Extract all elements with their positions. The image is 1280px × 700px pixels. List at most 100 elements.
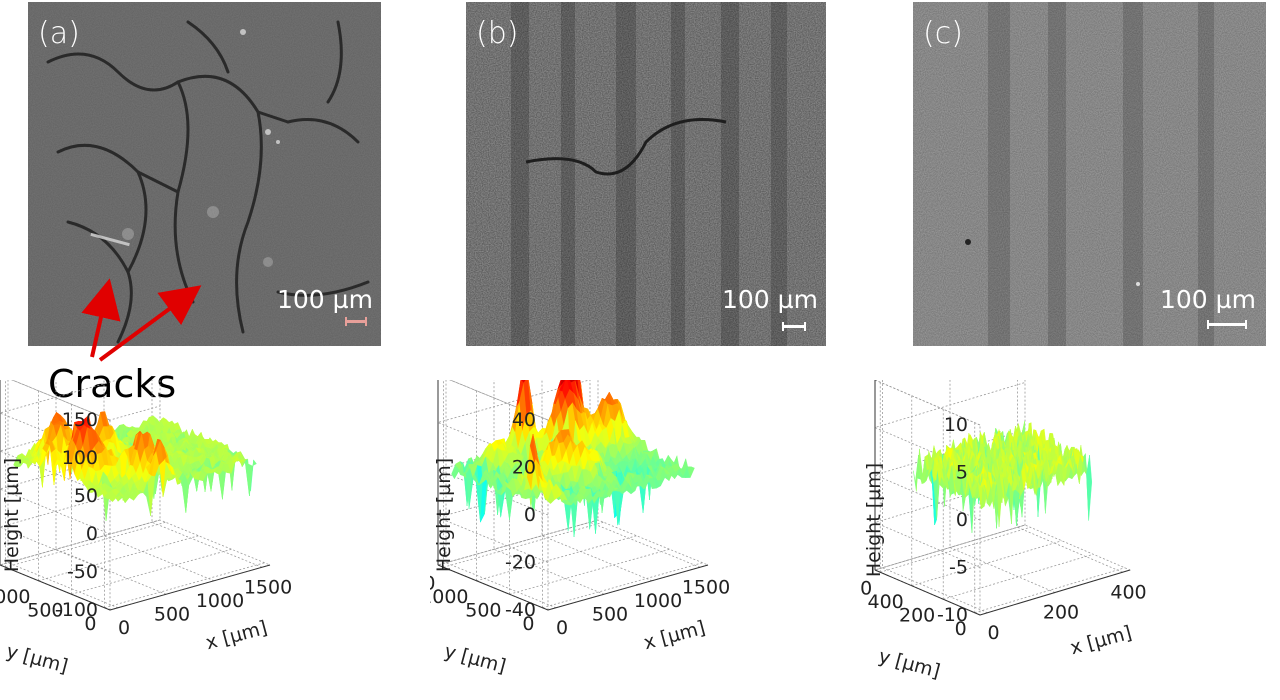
y-tick-label: 500 — [27, 599, 63, 621]
y-tick-label: 0 — [955, 618, 967, 640]
x-gridline — [151, 332, 263, 568]
scale-label-b: 100 µm — [722, 285, 818, 314]
y-axis-line — [0, 564, 111, 611]
crack-arrow-2 — [98, 285, 202, 362]
micrograph-a-texture — [28, 2, 381, 346]
x-axis-line — [979, 569, 1131, 616]
z-tick-label: 0 — [86, 523, 98, 545]
axes — [437, 375, 709, 611]
x-gridline — [949, 357, 1056, 593]
z-gridline — [436, 377, 599, 468]
crack-arrows — [81, 278, 202, 362]
x-tick-label: 0 — [987, 622, 999, 644]
y-tick-label: 400 — [867, 591, 903, 613]
surface-plot-a: 150100500-50-100050010001500150010005000… — [0, 329, 420, 695]
x-tick-label: 1500 — [682, 576, 730, 598]
z-gridline — [0, 367, 161, 459]
z-axis-label: Height [µm] — [1, 458, 23, 572]
z-tick-label: -50 — [67, 561, 98, 583]
x-axis-label: x [µm] — [641, 617, 707, 654]
y-tick-label: 1000 — [430, 586, 469, 608]
x-gridline — [1017, 337, 1123, 573]
scale-bar-b — [782, 322, 806, 331]
z-gridline — [0, 519, 161, 611]
x-tick-label: 500 — [154, 603, 190, 625]
surface-plot-b-svg: 40200-20-40050010001500150010005000Heigh… — [387, 329, 730, 678]
z-tick-label: 50 — [74, 485, 98, 507]
x-tick-label: 1500 — [244, 576, 292, 598]
y-tick-label: 0 — [84, 613, 96, 635]
micrograph-c: (c) 100 µm — [913, 2, 1266, 346]
z-tick-label: -20 — [505, 552, 536, 574]
panel-label-a: (a) — [38, 16, 80, 51]
z-tick-label: 10 — [944, 414, 968, 436]
x-tick-label: 0 — [118, 617, 130, 639]
x-tick-label: 400 — [1110, 581, 1146, 603]
surface-patch — [249, 459, 257, 497]
x-tick-label: 1000 — [196, 590, 244, 612]
y-axis-label: y [µm] — [442, 640, 508, 677]
z-tick-label: 0 — [524, 504, 536, 526]
crack-arrow-1 — [81, 278, 121, 358]
y-gridline — [38, 535, 199, 582]
z-tick-label: 100 — [62, 447, 98, 469]
x-axis-line — [109, 564, 271, 611]
z-tick-label: 20 — [512, 457, 536, 479]
surface — [913, 421, 1093, 533]
panel-label-c: (c) — [923, 16, 963, 51]
y-gridline — [476, 535, 637, 582]
z-tick-label: 0 — [956, 509, 968, 531]
surface — [13, 411, 257, 521]
surface-plot-b: 40200-20-40050010001500150010005000Heigh… — [387, 329, 850, 695]
y-axis-label: y [µm] — [876, 645, 942, 682]
surface-plot-a-svg: 150100500-50-100050010001500150010005000… — [0, 329, 292, 678]
micrograph-a: (a) 100 µm — [28, 2, 381, 346]
z-axis-label: Height [µm] — [433, 458, 455, 572]
z-tick-label: -40 — [505, 599, 536, 621]
z-tick-label: -10 — [937, 604, 968, 626]
x-gridline — [103, 345, 215, 582]
x-tick-label: 200 — [1043, 602, 1079, 624]
x-gridline — [493, 359, 605, 595]
cracks-label: Cracks — [48, 362, 177, 406]
micrograph-c-texture — [913, 2, 1266, 346]
y-tick-label: 1000 — [0, 586, 31, 608]
micrograph-b-texture — [466, 2, 826, 346]
scale-label-c: 100 µm — [1160, 285, 1256, 314]
z-tick-label: -100 — [55, 599, 98, 621]
z-tick-label: -5 — [949, 557, 968, 579]
x-tick-label: 500 — [592, 603, 628, 625]
y-tick-label: 200 — [899, 604, 935, 626]
axes — [0, 375, 271, 611]
scale-label-a: 100 µm — [277, 285, 373, 314]
x-tick-label: 0 — [556, 617, 568, 639]
micrograph-b: (b) 100 µm — [466, 2, 826, 346]
x-axis-line — [547, 564, 709, 611]
x-gridline — [882, 377, 988, 614]
scale-bar-a — [345, 317, 367, 326]
surface-patch — [687, 466, 695, 479]
z-tick-label: 40 — [512, 409, 536, 431]
y-axis-line — [437, 564, 549, 611]
y-axis-label: y [µm] — [4, 640, 70, 677]
y-axis-line — [874, 569, 981, 616]
x-gridline — [445, 372, 557, 609]
axes — [874, 380, 1131, 616]
x-tick-label: 1000 — [634, 590, 682, 612]
x-axis-label: x [µm] — [203, 617, 269, 654]
z-axis-label: Height [µm] — [863, 463, 885, 577]
z-tick-label: 150 — [62, 409, 98, 431]
surface — [451, 357, 695, 538]
z-tick-label: 5 — [956, 462, 968, 484]
y-tick-label: 0 — [522, 613, 534, 635]
x-gridline — [589, 332, 701, 568]
panel-label-b: (b) — [476, 16, 519, 51]
surface-patch — [1086, 454, 1093, 521]
scale-bar-c — [1207, 320, 1247, 329]
x-axis-label: x [µm] — [1068, 622, 1134, 659]
x-gridline — [541, 345, 653, 582]
z-gridline — [436, 519, 599, 611]
x-gridline — [7, 372, 119, 609]
